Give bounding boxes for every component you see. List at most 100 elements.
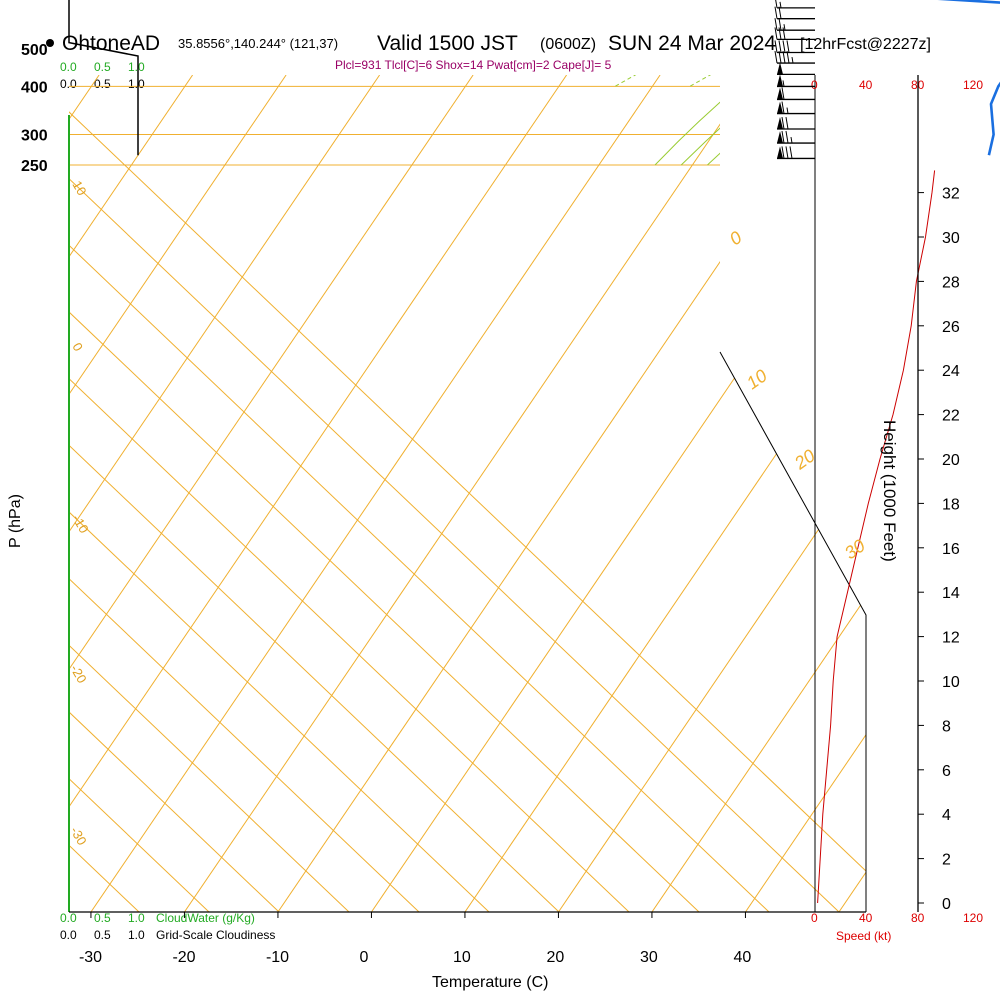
isotherm-line <box>651 75 866 912</box>
height-tick-label: 8 <box>942 718 951 735</box>
isotherm-line <box>464 75 866 912</box>
height-tick-label: 22 <box>942 408 960 425</box>
cloud-top-green-0: 0.0 <box>60 60 77 74</box>
wind-barb-feather <box>789 146 793 159</box>
station-coords: 35.8556°,140.244° (121,37) <box>178 36 338 51</box>
wind-barb-feather <box>782 40 786 53</box>
y-axis-title: P (hPa) <box>7 494 24 548</box>
wind-barb-half-feather <box>782 80 785 87</box>
isotherm-line <box>69 75 287 912</box>
height-tick-label: 4 <box>942 807 951 824</box>
p-tick-label: 250 <box>21 158 48 175</box>
wind-barb-feather <box>785 116 789 130</box>
wind-barb-feather <box>781 146 785 159</box>
cloud-top-black-1: 0.5 <box>94 77 111 91</box>
speed-top-label: 0 <box>811 78 818 92</box>
p-tick-label: 700 <box>21 0 48 3</box>
height-tick-label: 0 <box>942 896 951 913</box>
wind-barb-flag <box>777 74 783 87</box>
wind-barb-flag <box>777 87 783 100</box>
wind-barb-flag <box>777 62 783 75</box>
dry-adiabat-label: 10 <box>69 178 89 198</box>
wind-barb <box>775 0 815 9</box>
utc-time: (0600Z) <box>540 36 596 53</box>
wind-barb-feather <box>774 40 778 53</box>
speed-bottom-label: 120 <box>963 911 983 925</box>
dry-adiabat-line <box>69 75 866 912</box>
height-tick-label: 18 <box>942 496 960 513</box>
wind-barb <box>777 101 815 115</box>
dry-adiabat-line <box>69 75 70 912</box>
cloud-bot-green-2: 1.0 <box>128 911 145 925</box>
dry-adiabat-line <box>69 75 490 912</box>
wind-barb-flag <box>777 101 783 114</box>
cloud-scale-bottom: 0.0 0.5 1.0 CloudWater (g/Kg) 0.0 0.5 1.… <box>60 911 275 942</box>
wind-barb-feather <box>774 27 778 40</box>
wind-barb-flag <box>777 146 783 159</box>
isotherm-label: 20 <box>790 445 819 473</box>
height-tick-label: 14 <box>942 585 960 602</box>
cloud-bot-black-0: 0.0 <box>60 928 77 942</box>
isotherm-label: 0 <box>726 227 746 249</box>
dry-adiabat-line <box>69 75 630 912</box>
x-tick-label: 0 <box>359 949 368 966</box>
cloud-bot-green-0: 0.0 <box>60 911 77 925</box>
wind-barb-feather <box>785 146 789 159</box>
cloudwater-label: CloudWater (g/Kg) <box>156 911 255 925</box>
isotherm-line <box>90 75 661 912</box>
cloud-scale-top: 0.0 0.5 1.0 0.0 0.5 1.0 <box>60 60 145 91</box>
wind-speed-line <box>817 170 936 904</box>
x-tick-label: 40 <box>733 949 751 966</box>
isotherm-line <box>69 75 568 912</box>
height-tick-label: 26 <box>942 319 960 336</box>
p-tick-label: 400 <box>21 79 48 96</box>
height-tick-label: 6 <box>942 763 951 780</box>
wind-barb-half-feather <box>779 1 782 8</box>
wind-barb-flag <box>777 117 783 130</box>
wind-barb <box>774 6 815 20</box>
cloudiness-label: Grid-Scale Cloudiness <box>156 928 275 942</box>
height-tick-label: 20 <box>942 452 960 469</box>
wind-barb-feather <box>778 40 782 53</box>
x-axis-title: Temperature (C) <box>432 974 548 991</box>
dry-adiabat-line <box>69 75 350 912</box>
wind-barb-feather <box>778 18 782 31</box>
isotherm-line <box>0 75 6 912</box>
wind-barb-feather <box>781 116 785 130</box>
wind-barb-flag <box>777 131 783 144</box>
height-tick-label: 32 <box>942 186 960 203</box>
dry-adiabat-label: -30 <box>67 824 89 848</box>
dry-adiabat-line <box>69 75 420 912</box>
x-tick-label: -10 <box>266 949 289 966</box>
wind-barb-feather <box>775 0 778 8</box>
wind-barb-feather <box>778 6 782 19</box>
speed-bottom-label: 40 <box>859 911 873 925</box>
wind-barb-feather <box>774 6 778 19</box>
isotherm-line <box>558 75 866 912</box>
dry-adiabat-line <box>69 75 210 912</box>
profile-layer <box>68 0 1000 912</box>
wind-barb <box>777 116 815 130</box>
valid-time: Valid 1500 JST <box>377 32 518 55</box>
moist-adiabat-line <box>680 75 866 166</box>
wind-barb-feather <box>781 87 785 100</box>
isotherm-line <box>69 75 100 912</box>
isotherm-line <box>745 75 866 912</box>
isotherm-line <box>69 75 474 912</box>
speed-top-label: 120 <box>963 78 983 92</box>
isotherm-line <box>69 75 381 912</box>
height-tick-label: 30 <box>942 230 960 247</box>
wind-barb-feather <box>786 40 790 53</box>
height-tick-label: 28 <box>942 274 960 291</box>
isotherm-label: 10 <box>743 365 771 393</box>
dry-adiabat-line <box>69 75 770 912</box>
mixing-ratio-line <box>989 0 1000 86</box>
wind-barb <box>777 62 815 75</box>
dry-adiabat-label: -20 <box>67 662 89 686</box>
forecast-info: [12hrFcst@2227z] <box>800 36 931 53</box>
wind-barb <box>774 18 815 31</box>
speed-axis-title: Speed (kt) <box>836 929 891 943</box>
cloud-top-black-0: 0.0 <box>60 77 77 91</box>
isotherm-line <box>838 75 866 912</box>
frame-layer <box>69 351 867 913</box>
